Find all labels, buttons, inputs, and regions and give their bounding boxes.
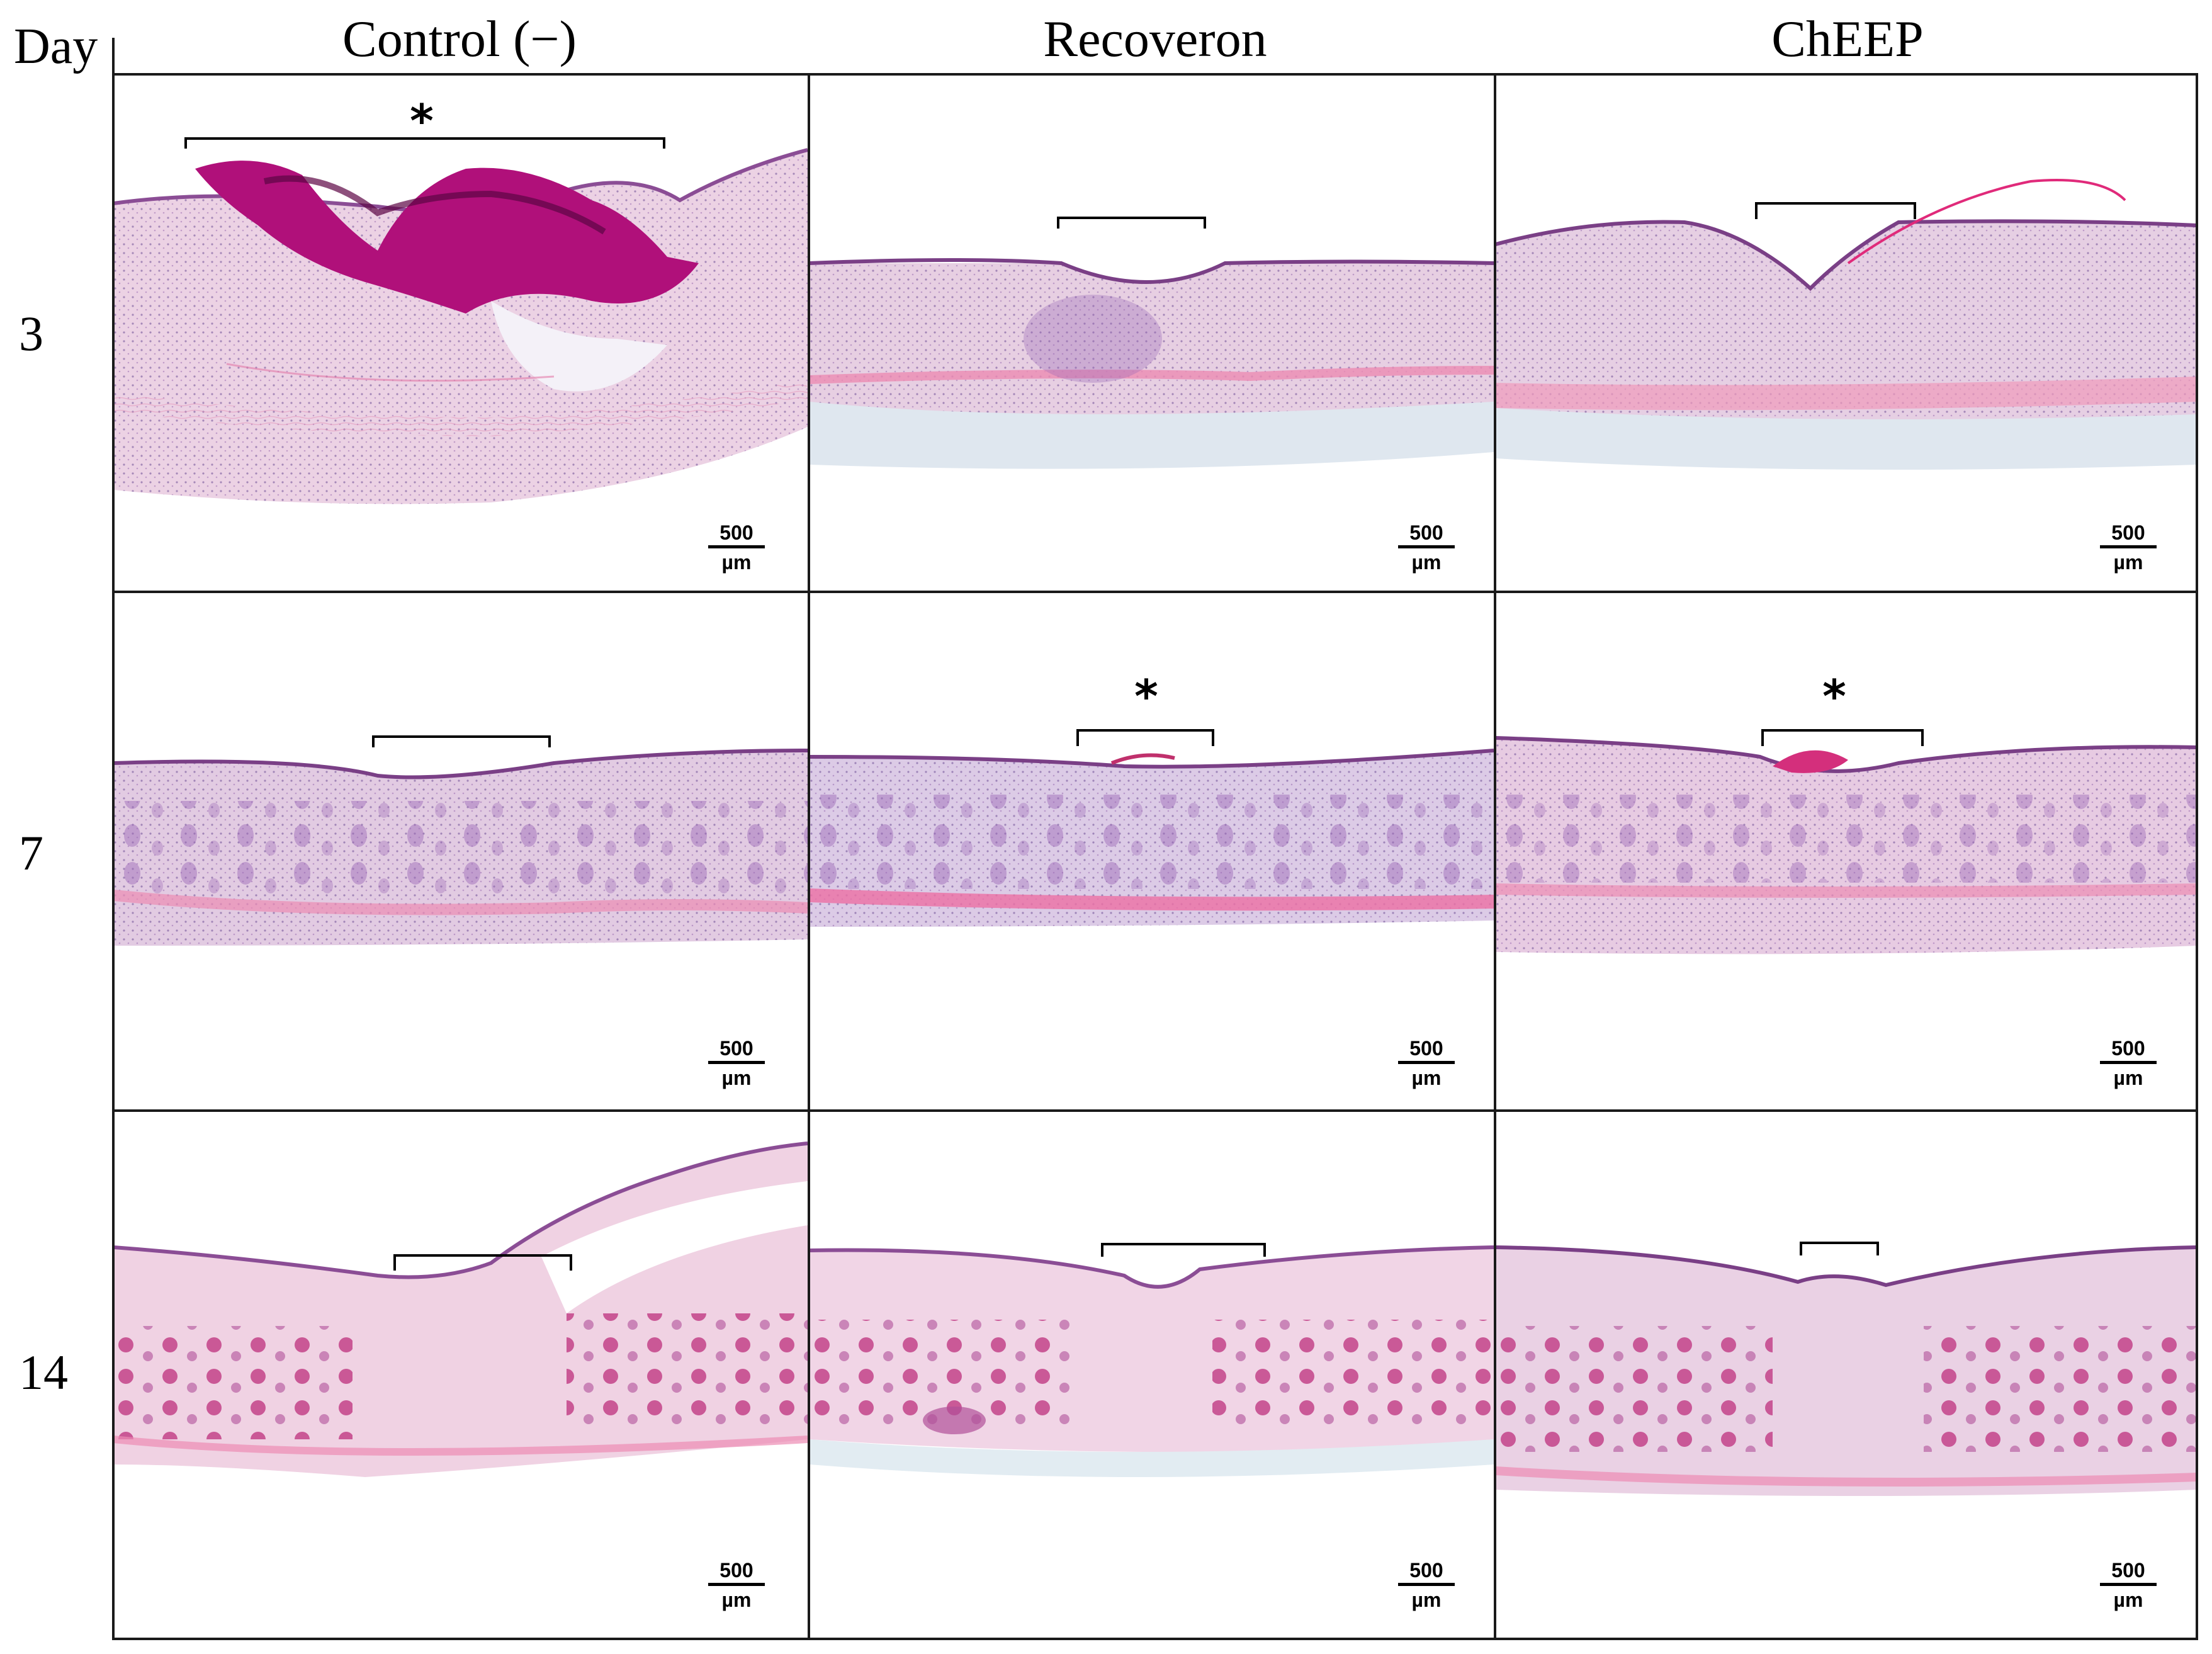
scale-bar-value: 500 [2111,521,2145,544]
scale-bar: 500 µm [708,521,765,574]
grid-line-row-1 [112,591,2197,593]
wound-bracket [1101,1243,1266,1257]
scale-bar: 500 µm [708,1559,765,1611]
scale-bar-unit: µm [1411,1067,1442,1089]
row-label-day-3: 3 [19,306,43,361]
tissue-section-image [1496,736,2197,954]
day-column-header: Day [14,19,98,74]
scale-bar-line [1398,545,1455,548]
panel-recoveron-day-7: * 500 µm [810,593,1494,1109]
grid-line-row-2 [112,1109,2197,1112]
column-header-recoveron: Recoveron [1043,10,1267,67]
scale-bar-line [1398,1061,1455,1064]
scale-bar-value: 500 [1409,1559,1443,1582]
scale-bar: 500 µm [2100,1559,2157,1611]
scale-bar-value: 500 [2111,1559,2145,1582]
scale-bar-value: 500 [719,521,753,544]
wound-bracket [1076,729,1214,746]
panel-cheep-day-7: * 500 µm [1496,593,2197,1109]
scale-bar-unit: µm [1411,1589,1442,1611]
scale-bar-value: 500 [1409,521,1443,544]
scale-bar-line [708,1061,765,1064]
grid-line-col-1 [808,73,810,1640]
scale-bar: 500 µm [2100,1037,2157,1089]
scale-bar-line [708,545,765,548]
scale-bar-value: 500 [1409,1037,1443,1060]
tissue-section-image [810,1245,1494,1477]
scale-bar: 500 µm [1398,1037,1455,1089]
wound-asterisk: * [1134,670,1158,723]
panel-recoveron-day-3: 500 µm [810,74,1494,591]
grid-line-left [112,38,115,1640]
panel-cheep-day-3: 500 µm [1496,74,2197,591]
scale-bar-line [1398,1583,1455,1586]
scale-bar: 500 µm [1398,521,1455,574]
scale-bar: 500 µm [708,1037,765,1089]
scale-bar-unit: µm [1411,551,1442,574]
scale-bar-line [708,1583,765,1586]
wound-bracket [1761,729,1924,746]
tissue-section-image [113,749,808,946]
panel-recoveron-day-14: 500 µm [810,1112,1494,1638]
grid-line-bottom [112,1638,2197,1640]
panel-control-day-3: * 500 µm [113,74,808,591]
grid-line-col-2 [1494,73,1496,1640]
panel-cheep-day-14: 500 µm [1496,1112,2197,1638]
wound-bracket [1755,202,1916,219]
scale-bar: 500 µm [2100,521,2157,574]
column-header-cheep: ChEEP [1771,10,1924,67]
scale-bar-unit: µm [2113,551,2143,574]
scale-bar-line [2100,1061,2157,1064]
tissue-section-image [1496,179,2197,470]
tissue-section-image [810,258,1494,469]
scale-bar: 500 µm [1398,1559,1455,1611]
tissue-section-image [810,749,1494,927]
wound-bracket [184,137,665,149]
grid-line-top [112,73,2197,76]
scale-bar-line [2100,1583,2157,1586]
tissue-section-image [113,148,808,504]
grid-line-right [2196,73,2198,1640]
panel-control-day-7: 500 µm [113,593,808,1109]
wound-bracket [1057,217,1206,229]
wound-asterisk: * [410,94,434,147]
scale-bar-value: 500 [719,1559,753,1582]
row-label-day-7: 7 [19,825,43,880]
wound-bracket [393,1254,572,1271]
tissue-section-image [1496,1245,2197,1496]
scale-bar-unit: µm [2113,1589,2143,1611]
row-label-day-14: 14 [19,1345,68,1400]
panel-control-day-14: 500 µm [113,1112,808,1638]
scale-bar-value: 500 [719,1037,753,1060]
scale-bar-unit: µm [721,551,752,574]
column-header-control: Control (−) [342,10,577,67]
tissue-section-image [113,1141,808,1477]
wound-bracket [372,735,551,747]
wound-bracket [1800,1242,1879,1255]
scale-bar-unit: µm [2113,1067,2143,1089]
scale-bar-line [2100,545,2157,548]
wound-asterisk: * [1822,670,1846,723]
scale-bar-unit: µm [721,1589,752,1611]
scale-bar-unit: µm [721,1067,752,1089]
scale-bar-value: 500 [2111,1037,2145,1060]
